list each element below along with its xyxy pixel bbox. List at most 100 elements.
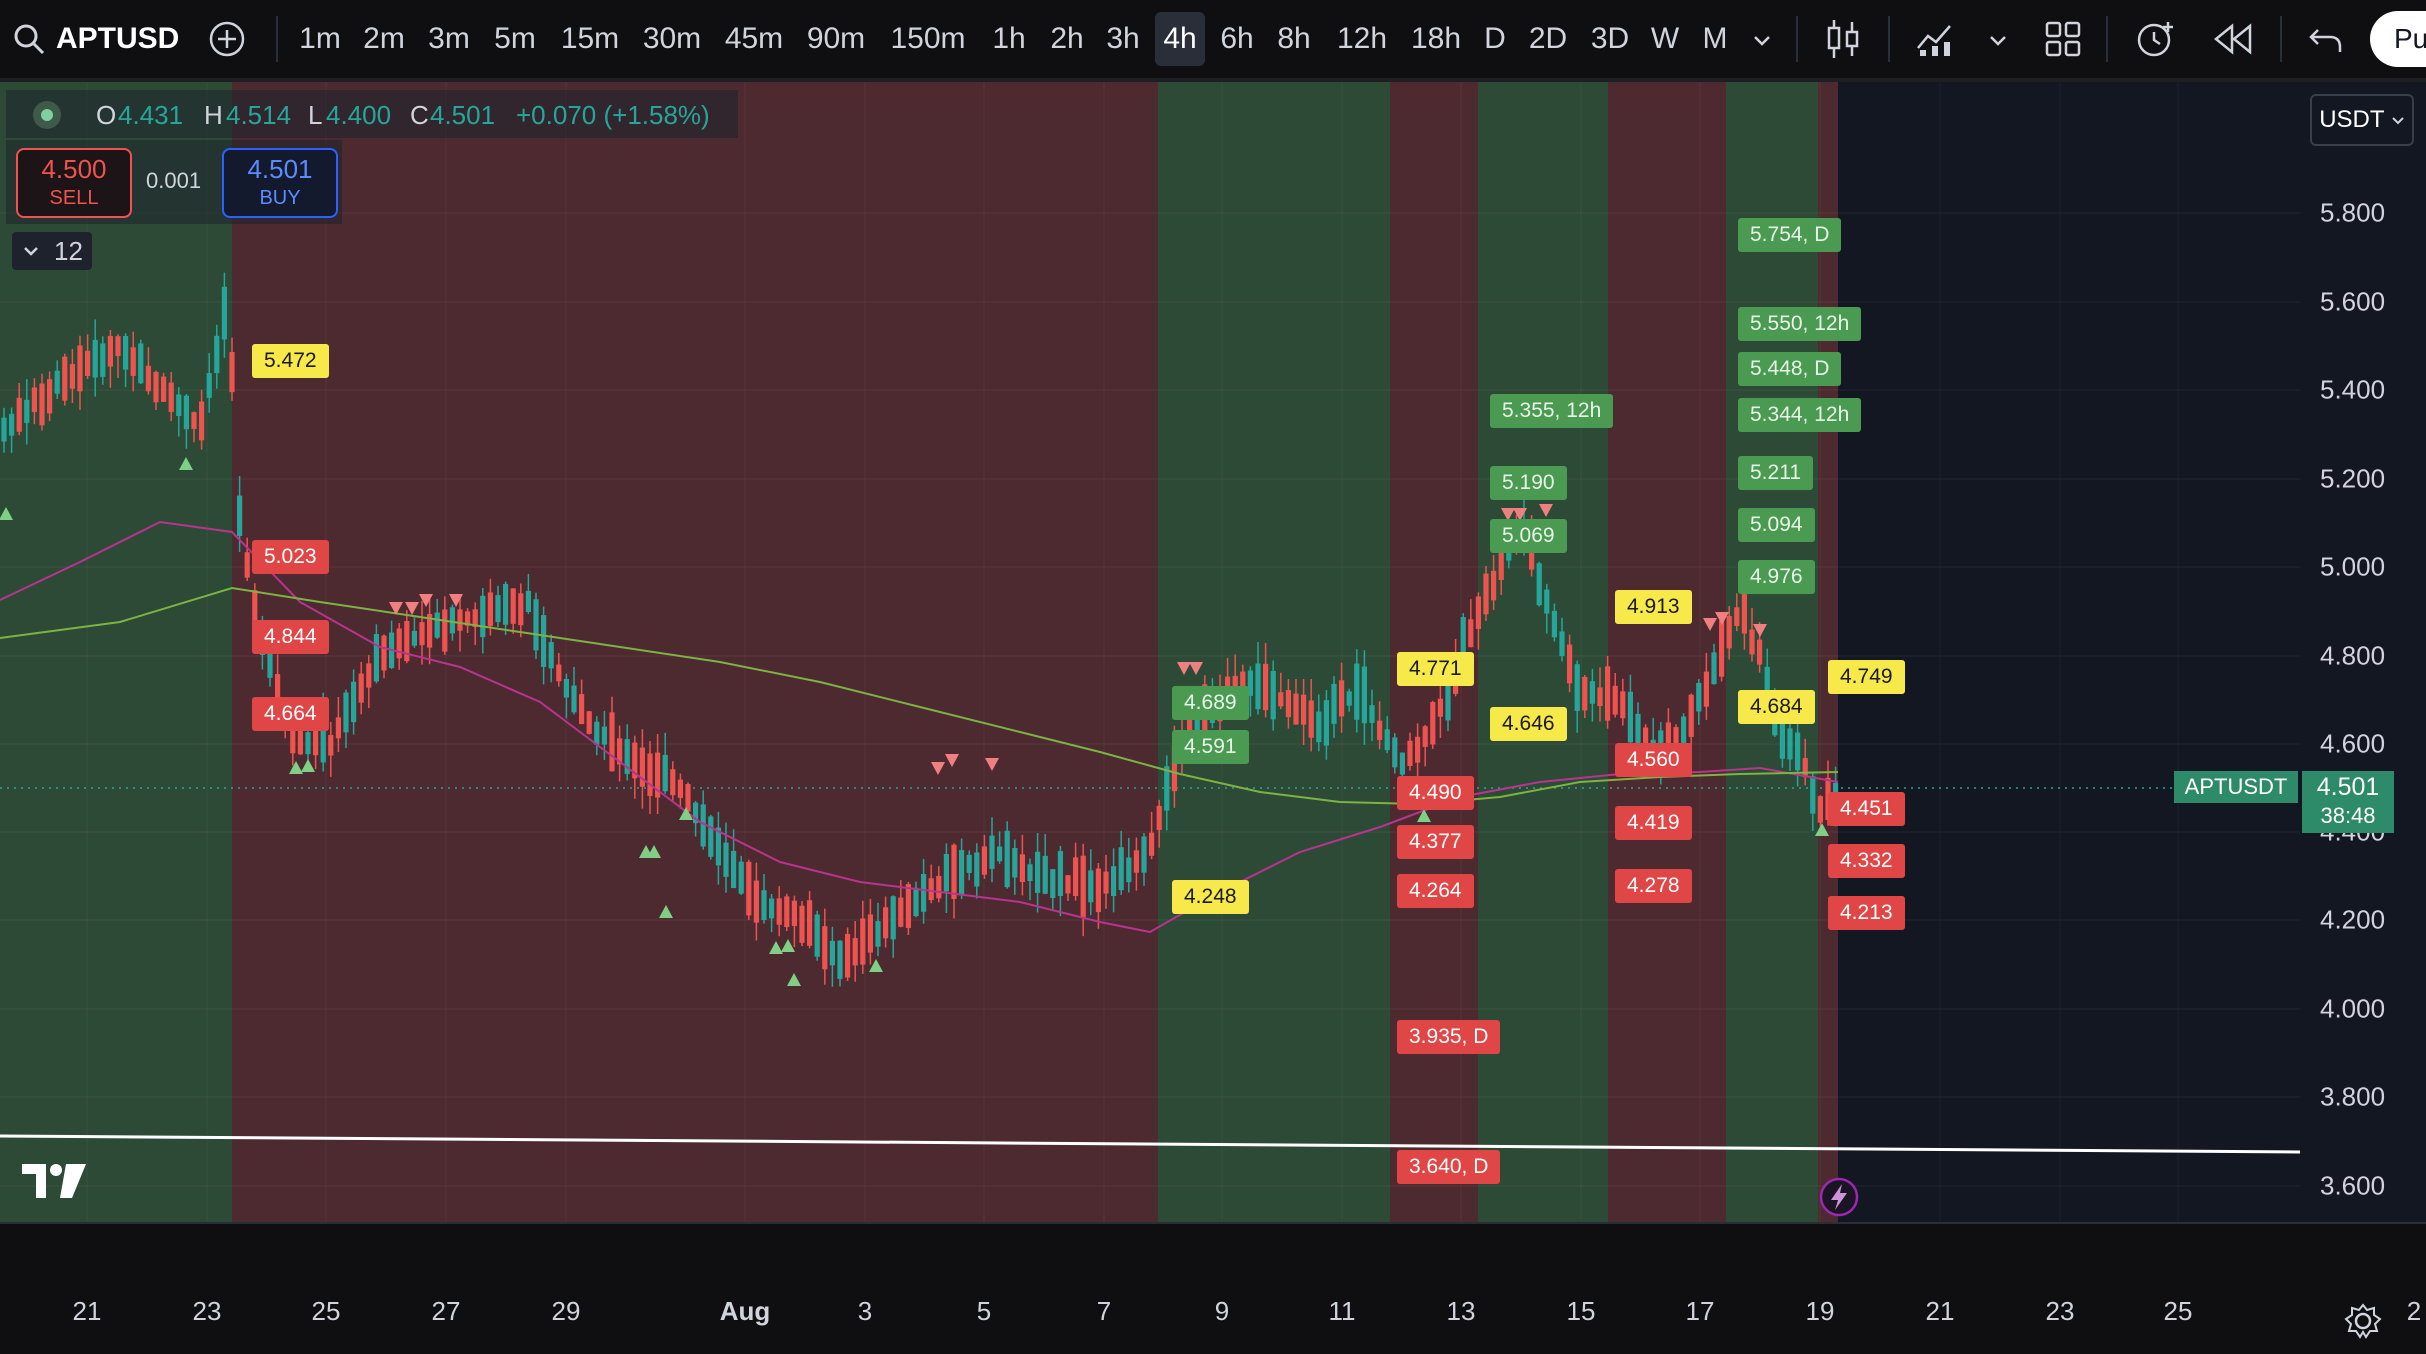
interval-8h[interactable]: 8h [1277, 22, 1311, 55]
lightning-icon[interactable] [1818, 1176, 1860, 1218]
layouts-icon[interactable] [2044, 20, 2082, 58]
chevron-down-icon [24, 247, 38, 256]
interval-w[interactable]: W [1650, 22, 1680, 55]
toolbar-separator [2106, 16, 2108, 62]
candle-body [1377, 720, 1383, 740]
candle-body [533, 599, 539, 651]
candle-body [1293, 693, 1299, 725]
level-label: 4.976 [1738, 560, 1815, 594]
level-label: 4.264 [1397, 874, 1474, 908]
time-axis[interactable] [0, 1222, 2426, 1354]
level-label: 4.419 [1615, 806, 1692, 840]
interval-4h[interactable]: 4h [1155, 12, 1205, 66]
indicators-icon[interactable] [1916, 20, 1958, 58]
currency-dropdown[interactable]: USDT [2310, 94, 2414, 146]
candle-body [267, 649, 273, 678]
interval-3h[interactable]: 3h [1106, 22, 1140, 55]
sell-signal-marker [1753, 624, 1767, 637]
undo-icon[interactable] [2308, 22, 2344, 56]
more-intervals-chevron-icon[interactable] [1750, 28, 1774, 52]
indicators-toggle[interactable]: 12 [12, 232, 92, 270]
sell-button[interactable]: 4.500 SELL [16, 148, 132, 218]
candle-body [1688, 694, 1694, 737]
candle-body [1369, 705, 1375, 723]
candle-body [221, 286, 227, 340]
add-symbol-icon[interactable] [208, 20, 246, 58]
candle-body [1764, 666, 1770, 708]
interval-1m[interactable]: 1m [299, 22, 341, 55]
interval-45m[interactable]: 45m [724, 22, 784, 55]
candle-body [1126, 857, 1132, 883]
candle-body [921, 873, 927, 912]
bearish-zone [1818, 82, 1838, 1222]
interval-30m[interactable]: 30m [642, 22, 702, 55]
candle-body [1103, 871, 1109, 894]
interval-6h[interactable]: 6h [1220, 22, 1254, 55]
interval-m[interactable]: M [1702, 22, 1728, 55]
candle-body [495, 595, 501, 623]
candle-body [807, 900, 813, 946]
candle-body [677, 779, 683, 798]
level-label: 5.190 [1490, 466, 1567, 500]
symbol-label[interactable]: APTUSD [56, 22, 180, 55]
visibility-toggle-icon[interactable] [30, 98, 64, 132]
candle-body [867, 914, 873, 953]
interval-2d[interactable]: 2D [1528, 22, 1568, 55]
interval-90m[interactable]: 90m [806, 22, 866, 55]
candle-body [928, 878, 934, 901]
candle-body [214, 335, 220, 374]
candle-body [1392, 737, 1398, 768]
candle-body [670, 769, 676, 796]
candle-body [761, 890, 767, 921]
ohlc-high-value: 4.514 [226, 100, 292, 130]
candle-body [107, 335, 113, 367]
candle-body [320, 710, 326, 763]
price-chart[interactable] [0, 82, 2426, 1222]
candle-body [655, 752, 661, 798]
interval-12h[interactable]: 12h [1336, 22, 1388, 55]
candle-body [1073, 857, 1079, 896]
candle-body [1361, 666, 1367, 724]
candle-body [1544, 589, 1550, 614]
candle-body [1536, 563, 1542, 606]
interval-18h[interactable]: 18h [1410, 22, 1462, 55]
search-icon[interactable] [12, 22, 46, 56]
candles-icon[interactable] [1824, 18, 1862, 60]
interval-2m[interactable]: 2m [363, 22, 405, 55]
replay-icon[interactable] [2214, 22, 2254, 56]
candle-body [1810, 776, 1816, 814]
candle-body [1384, 729, 1390, 751]
chart-pane[interactable] [0, 82, 2426, 1222]
interval-d[interactable]: D [1484, 22, 1506, 55]
candle-body [1726, 615, 1732, 649]
candle-body [685, 784, 691, 812]
candle-body [92, 339, 98, 378]
settings-gear-icon[interactable] [2344, 1302, 2382, 1340]
level-label: 4.278 [1615, 869, 1692, 903]
sell-signal-marker [931, 762, 945, 775]
candle-body [700, 804, 706, 847]
spread-value: 0.001 [146, 168, 202, 193]
interval-150m[interactable]: 150m [890, 22, 966, 55]
interval-1h[interactable]: 1h [992, 22, 1026, 55]
interval-3m[interactable]: 3m [428, 22, 470, 55]
level-label: 4.684 [1738, 690, 1815, 724]
buy-signal-marker [179, 457, 193, 470]
candle-body [1407, 740, 1413, 766]
level-label: 4.560 [1615, 743, 1692, 777]
publish-button[interactable]: Pu [2370, 11, 2426, 67]
level-label: 5.355, 12h [1490, 394, 1614, 428]
candle-body [487, 592, 493, 627]
interval-2h[interactable]: 2h [1050, 22, 1084, 55]
interval-3d[interactable]: 3D [1590, 22, 1630, 55]
time-tick: 27 [431, 1296, 461, 1326]
buy-button[interactable]: 4.501 BUY [222, 148, 338, 218]
alert-icon[interactable] [2134, 18, 2176, 60]
candle-body [1133, 850, 1139, 873]
interval-5m[interactable]: 5m [494, 22, 536, 55]
interval-15m[interactable]: 15m [560, 22, 620, 55]
time-tick: 17 [1685, 1296, 1715, 1326]
candle-body [936, 875, 942, 899]
time-tick: 2 [2406, 1296, 2422, 1326]
indicators-chevron-icon[interactable] [1986, 28, 2010, 52]
